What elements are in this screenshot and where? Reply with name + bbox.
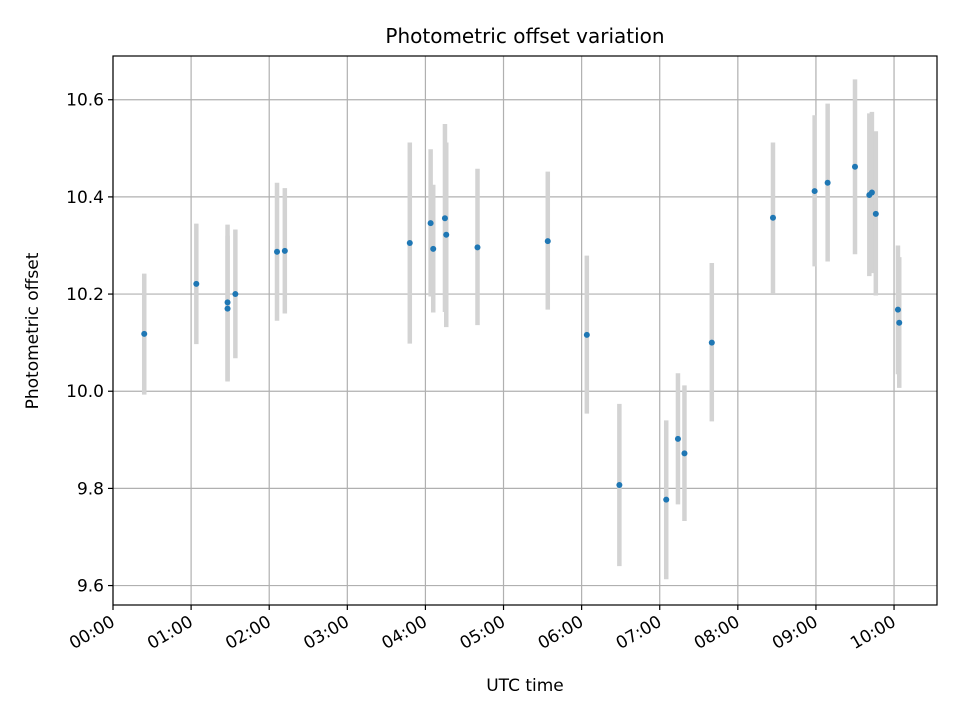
y-axis-title: Photometric offset <box>23 252 43 409</box>
y-tick-label: 10.2 <box>66 285 104 305</box>
data-point <box>681 450 688 457</box>
data-point <box>824 179 831 186</box>
x-tick-label: 10:00 <box>847 612 899 654</box>
x-tick-label: 03:00 <box>300 612 352 654</box>
data-point <box>616 481 623 488</box>
data-point <box>868 189 875 196</box>
x-tick-label: 02:00 <box>222 612 274 654</box>
x-tick-label: 07:00 <box>613 612 665 654</box>
data-point <box>274 248 281 255</box>
plot-frame <box>112 55 938 606</box>
data-point <box>224 299 231 306</box>
data-point <box>430 245 437 252</box>
data-point <box>427 220 434 227</box>
data-point <box>896 319 903 326</box>
x-tick-label: 09:00 <box>769 612 821 654</box>
y-tick-label: 9.8 <box>77 479 104 499</box>
x-axis-ticks: 00:00 01:00 02:00 03:00 04:00 05:00 06:00 07:00… <box>66 605 900 654</box>
data-point <box>193 280 200 287</box>
data-point <box>474 244 481 251</box>
x-tick-label: 06:00 <box>535 612 587 654</box>
data-point <box>769 214 776 221</box>
errorbar-layer <box>141 79 902 580</box>
data-point <box>811 188 818 195</box>
y-tick-label: 10.0 <box>66 382 104 402</box>
x-tick-label: 01:00 <box>144 612 196 654</box>
data-point <box>674 435 681 442</box>
data-point <box>663 496 670 503</box>
data-point <box>583 331 590 338</box>
data-point <box>872 210 879 217</box>
x-tick-label: 05:00 <box>457 612 509 654</box>
grid-layer <box>112 56 937 605</box>
point-layer <box>141 163 903 503</box>
data-point <box>281 247 288 254</box>
y-tick-label: 10.6 <box>66 91 104 111</box>
data-point <box>443 231 450 238</box>
x-tick-label: 04:00 <box>378 612 430 654</box>
data-point <box>708 339 715 346</box>
y-tick-label: 10.4 <box>66 188 104 208</box>
data-point <box>544 238 551 245</box>
y-axis-ticks: 9.6 9.8 10.0 10.2 10.4 10.6 <box>66 91 113 597</box>
data-point <box>232 291 239 298</box>
data-point <box>224 305 231 312</box>
data-point <box>894 306 901 313</box>
y-tick-label: 9.6 <box>77 577 104 597</box>
data-point <box>851 163 858 170</box>
x-tick-label: 08:00 <box>691 612 743 654</box>
x-tick-label: 00:00 <box>66 612 118 654</box>
data-point <box>141 330 148 337</box>
data-point <box>406 240 413 247</box>
x-axis-title: UTC time <box>486 676 564 696</box>
data-point <box>441 215 448 222</box>
chart-title: Photometric offset variation <box>385 24 664 48</box>
